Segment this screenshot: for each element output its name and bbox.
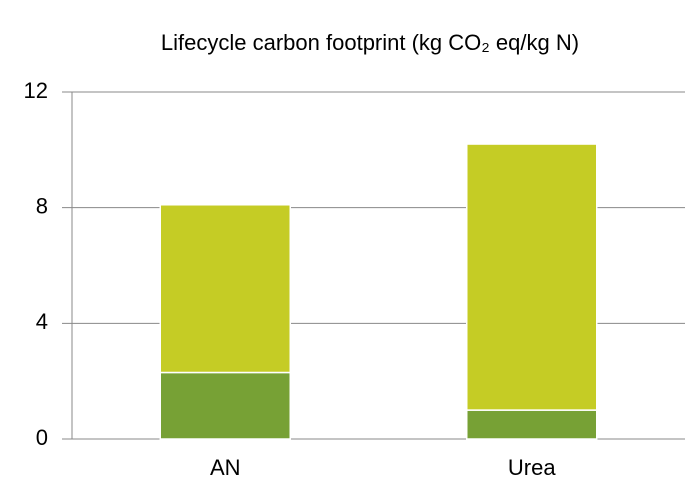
bar-segment — [159, 204, 291, 374]
x-tick-label: Urea — [508, 455, 556, 480]
bar-segment — [159, 371, 291, 440]
y-tick-label: 0 — [36, 425, 48, 450]
y-tick-label: 12 — [24, 78, 48, 103]
chart-title: Lifecycle carbon footprint (kg CO₂ eq/kg… — [161, 30, 579, 55]
bar-segment — [466, 143, 598, 411]
bar-segment — [466, 409, 598, 440]
y-tick-label: 4 — [36, 309, 48, 334]
y-tick-label: 8 — [36, 193, 48, 218]
x-tick-label: AN — [210, 455, 241, 480]
